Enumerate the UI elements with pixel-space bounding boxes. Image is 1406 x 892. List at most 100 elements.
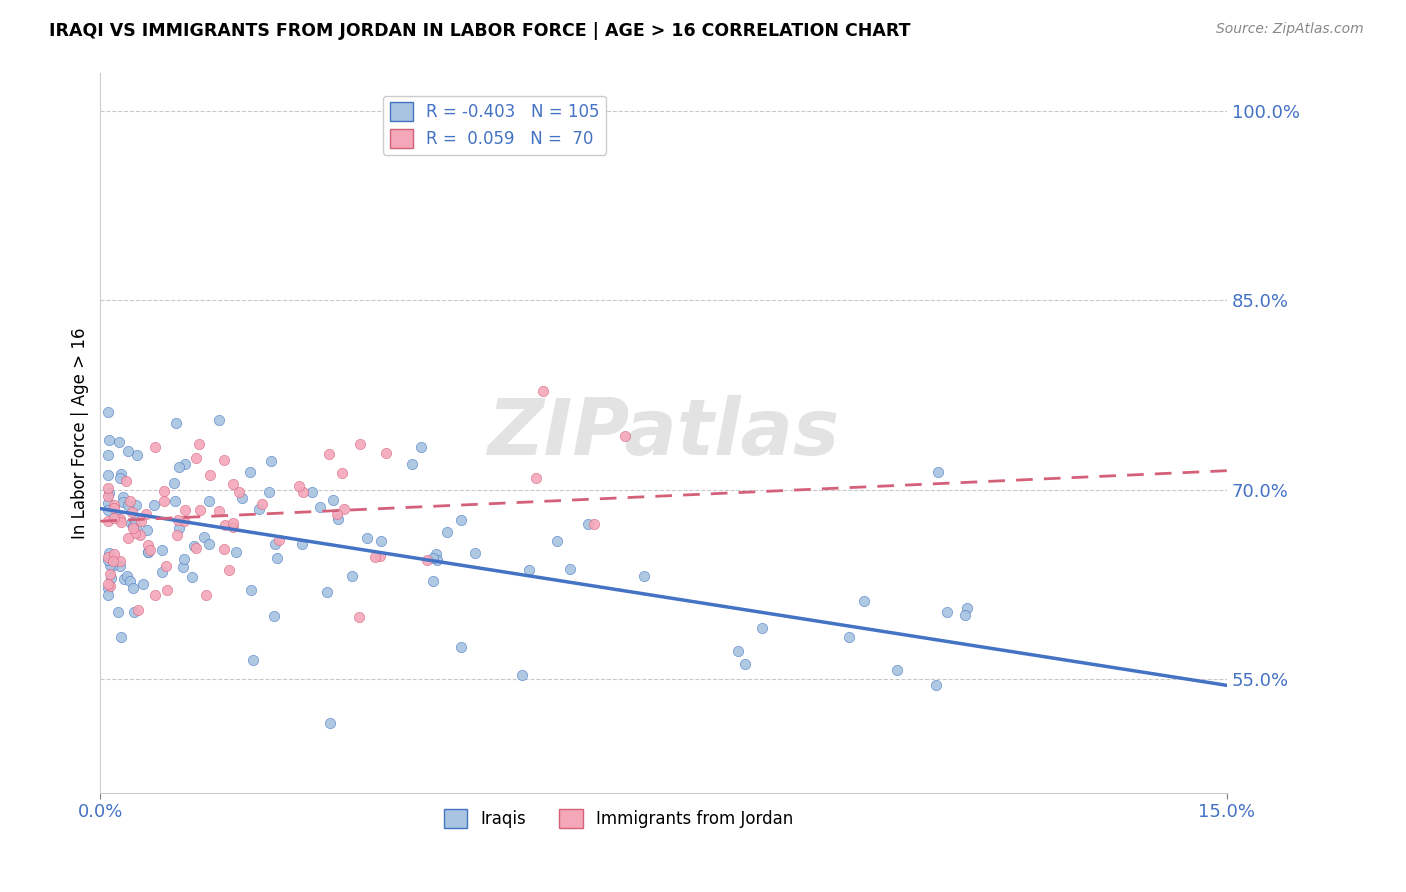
Point xyxy=(155,558,177,573)
Point xyxy=(97,489,120,503)
Point xyxy=(117,444,139,458)
Point xyxy=(264,536,287,550)
Point xyxy=(212,452,235,467)
Point xyxy=(97,549,120,564)
Point xyxy=(250,497,273,511)
Point xyxy=(97,468,120,483)
Point xyxy=(734,657,756,672)
Point xyxy=(936,605,959,619)
Point xyxy=(614,429,637,443)
Point xyxy=(108,554,131,568)
Point xyxy=(318,447,340,461)
Point xyxy=(143,588,166,602)
Point xyxy=(208,413,231,427)
Point xyxy=(117,498,139,512)
Point xyxy=(115,474,138,488)
Point xyxy=(165,416,187,430)
Point xyxy=(142,498,165,512)
Point xyxy=(107,606,129,620)
Point xyxy=(886,663,908,677)
Point xyxy=(132,577,155,591)
Point xyxy=(97,496,120,510)
Point xyxy=(212,541,235,556)
Point xyxy=(218,563,240,577)
Legend: Iraqis, Immigrants from Jordan: Iraqis, Immigrants from Jordan xyxy=(437,803,800,835)
Y-axis label: In Labor Force | Age > 16: In Labor Force | Age > 16 xyxy=(72,327,89,539)
Point xyxy=(98,558,121,573)
Point xyxy=(152,494,174,508)
Point xyxy=(139,542,162,557)
Point xyxy=(927,465,949,479)
Point xyxy=(110,630,132,644)
Point xyxy=(349,436,371,450)
Point xyxy=(97,552,120,566)
Point xyxy=(101,558,124,573)
Point xyxy=(852,594,875,608)
Point xyxy=(347,610,370,624)
Point xyxy=(100,578,122,592)
Point xyxy=(401,457,423,471)
Point xyxy=(103,547,125,561)
Point xyxy=(193,530,215,544)
Point xyxy=(291,537,314,551)
Point xyxy=(98,485,121,500)
Point xyxy=(288,479,311,493)
Point xyxy=(153,483,176,498)
Point xyxy=(173,503,195,517)
Point xyxy=(172,559,194,574)
Point xyxy=(200,467,222,482)
Point xyxy=(103,498,125,512)
Point xyxy=(156,582,179,597)
Point xyxy=(375,446,398,460)
Point xyxy=(239,465,262,479)
Point xyxy=(422,574,444,588)
Point xyxy=(111,495,134,509)
Point xyxy=(242,653,264,667)
Point xyxy=(108,512,131,526)
Point xyxy=(184,451,207,466)
Point xyxy=(953,608,976,623)
Point xyxy=(167,460,190,475)
Point xyxy=(416,552,439,566)
Point xyxy=(103,511,125,525)
Point xyxy=(183,539,205,553)
Point xyxy=(198,493,221,508)
Point xyxy=(97,448,120,462)
Point xyxy=(107,434,129,449)
Point xyxy=(240,582,263,597)
Point xyxy=(301,485,323,500)
Point xyxy=(125,448,148,462)
Point xyxy=(117,531,139,545)
Point xyxy=(150,565,173,579)
Point xyxy=(128,528,150,542)
Point xyxy=(110,516,132,530)
Point xyxy=(111,491,134,505)
Point xyxy=(322,493,344,508)
Point xyxy=(167,520,190,534)
Point xyxy=(319,715,342,730)
Point xyxy=(510,668,533,682)
Point xyxy=(426,553,449,567)
Point xyxy=(517,564,540,578)
Point xyxy=(136,545,159,559)
Point xyxy=(97,581,120,595)
Point xyxy=(309,500,332,514)
Point xyxy=(163,493,186,508)
Point xyxy=(422,550,444,565)
Point xyxy=(181,569,204,583)
Point xyxy=(194,588,217,602)
Text: Source: ZipAtlas.com: Source: ZipAtlas.com xyxy=(1216,22,1364,37)
Text: ZIPatlas: ZIPatlas xyxy=(488,395,839,471)
Point xyxy=(425,547,447,561)
Point xyxy=(633,569,655,583)
Point xyxy=(125,520,148,534)
Point xyxy=(231,491,253,505)
Point xyxy=(266,551,288,566)
Point xyxy=(263,609,285,624)
Point xyxy=(727,644,749,658)
Point xyxy=(135,507,157,521)
Point xyxy=(98,546,121,560)
Point xyxy=(342,568,364,582)
Point xyxy=(546,534,568,549)
Point xyxy=(558,562,581,576)
